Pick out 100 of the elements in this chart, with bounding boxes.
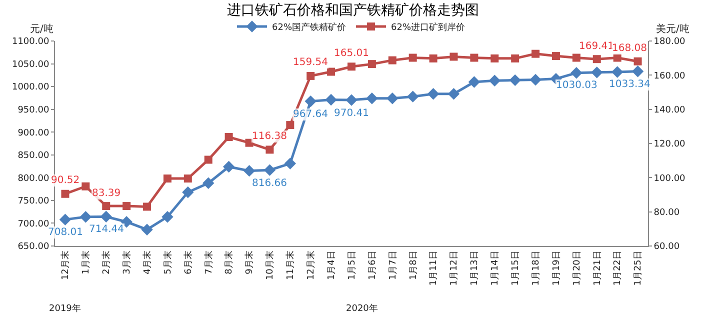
point [490, 54, 499, 62]
y-tick-label: 800.00 [18, 174, 50, 184]
point [222, 160, 235, 173]
x-tick-label: 6月末 [182, 250, 194, 274]
y2-axis-title: 美元/吨 [656, 23, 690, 35]
y2-tick-label: 160.00 [654, 71, 686, 82]
point [429, 54, 438, 62]
point [348, 62, 356, 71]
y-tick-label: 650.00 [18, 242, 50, 252]
point [327, 68, 336, 76]
x-tick-label: 1月15日 [511, 250, 522, 286]
y-tick-label: 950.00 [18, 105, 50, 116]
y-tick-label: 700.00 [18, 219, 50, 230]
x-tick-label: 2月末 [101, 250, 112, 274]
point [408, 54, 417, 62]
point [122, 202, 131, 210]
x-tick-label: 12月末 [306, 250, 317, 280]
data-label: 970.41 [334, 108, 369, 119]
y2-tick-label: 140.00 [654, 105, 686, 116]
x-tick-label: 1月22日 [613, 250, 624, 286]
point [470, 54, 478, 62]
point [59, 214, 72, 226]
point [406, 90, 419, 102]
data-label: 816.66 [252, 178, 287, 189]
x-tick-label: 4月末 [142, 250, 153, 274]
y2-tick-label: 60.00 [654, 242, 680, 252]
x-tick-label: 1月19日 [552, 250, 562, 286]
x-tick-label: 1月21日 [592, 250, 603, 286]
point [304, 95, 316, 108]
point [284, 158, 296, 170]
x-tick-label: 1月11日 [429, 250, 440, 286]
x-tick-label: 7月末 [203, 250, 214, 274]
data-label: 169.41 [579, 41, 614, 52]
x-tick-label: 9月末 [244, 250, 256, 274]
data-label: 116.38 [252, 131, 287, 142]
text: 2019年 [49, 303, 81, 314]
x-tick-label: 1月13日 [470, 250, 480, 286]
point [266, 146, 274, 154]
x-tick-label: 1月20日 [572, 250, 582, 286]
x-tick-label: 10月末 [264, 250, 276, 280]
legend-label: 62%国产铁精矿价 [272, 22, 346, 34]
data-label: 1030.03 [556, 80, 598, 91]
y2-tick-label: 80.00 [654, 208, 680, 218]
point [163, 174, 172, 183]
data-label: 708.01 [48, 227, 83, 238]
x-tick-label: 1月7日 [388, 250, 398, 280]
point [468, 76, 480, 88]
point [509, 74, 521, 86]
point [264, 164, 276, 176]
point [386, 92, 398, 104]
point [100, 210, 112, 222]
x-tick-label: 1月18日 [531, 250, 542, 286]
x-tick-label: 1月5日 [347, 250, 358, 280]
x-tick-label: 12月末 [60, 250, 72, 280]
y-axis-title: 元/吨 [30, 23, 54, 35]
point [572, 54, 580, 62]
point [162, 210, 174, 223]
point [224, 133, 233, 142]
y-tick-label: 1000.00 [12, 82, 50, 93]
point [143, 202, 152, 211]
point [532, 50, 540, 58]
point [366, 92, 378, 104]
point [611, 66, 624, 78]
point [552, 52, 560, 60]
point [82, 182, 90, 190]
x-tick-label: 1月4日 [326, 250, 337, 280]
point [388, 56, 396, 64]
point [511, 54, 520, 62]
chart-title: 进口铁矿石价格和国产铁精矿价格走势图 [227, 2, 479, 19]
data-label: 1033.34 [609, 79, 650, 90]
point [243, 164, 256, 177]
point [80, 210, 92, 223]
data-label: 165.01 [334, 48, 369, 59]
x-tick-label: 8月末 [224, 250, 235, 274]
point [182, 186, 194, 198]
y-tick-label: 900.00 [18, 128, 50, 138]
point [286, 121, 294, 130]
data-label: 714.44 [89, 224, 124, 235]
point [634, 57, 642, 66]
x-tick-label: 11月末 [285, 250, 296, 280]
point [61, 190, 70, 198]
y-tick-label: 1100.00 [12, 37, 50, 48]
x-tick-label: 1月6日 [368, 250, 378, 280]
y2-tick-label: 180.00 [654, 37, 686, 48]
x-tick-label: 1月8日 [408, 250, 419, 280]
point [450, 52, 458, 61]
y2-tick-label: 120.00 [654, 140, 686, 150]
x-tick-label: 1月12日 [450, 250, 460, 286]
point [184, 174, 192, 183]
point [530, 74, 542, 86]
point [427, 88, 440, 100]
data-label: 168.08 [612, 43, 647, 54]
point [592, 55, 601, 64]
point [202, 177, 214, 189]
point [570, 67, 582, 79]
point [346, 94, 358, 106]
y-tick-label: 750.00 [18, 196, 50, 207]
y-tick-label: 1050.00 [12, 60, 50, 70]
data-label: 967.64 [293, 109, 328, 120]
point [591, 66, 603, 78]
